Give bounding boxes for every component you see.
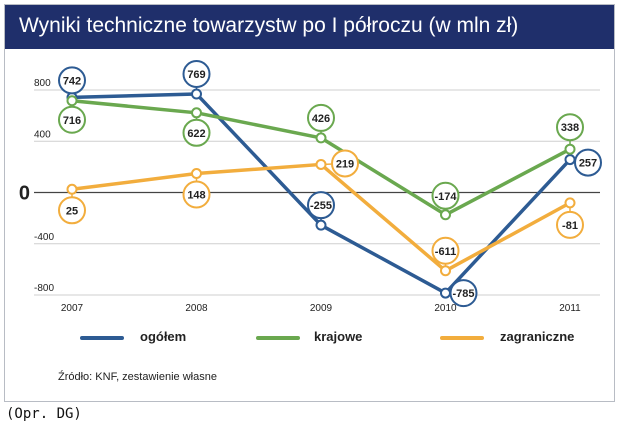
data-bubble-2-4 (556, 210, 584, 239)
data-point-1-2 (315, 132, 327, 144)
data-point-1-1 (191, 107, 202, 119)
data-point-2-1 (191, 168, 202, 180)
data-label-1-1: 622 (187, 128, 205, 140)
data-label-1-3: -174 (434, 191, 457, 203)
data-point-0-2 (315, 219, 327, 231)
data-point-0-4 (564, 154, 576, 166)
data-bubble-2-3 (431, 236, 460, 265)
legend-swatch-zagraniczne (440, 336, 484, 340)
data-bubble-0-0 (58, 66, 86, 95)
author-credit: (Opr. DG) (6, 406, 82, 422)
legend-label-ogolem: ogółem (140, 329, 187, 344)
chart-frame: Wyniki techniczne towarzystw po I półroc… (4, 4, 615, 402)
data-label-0-3: -785 (452, 288, 474, 300)
data-label-2-2: 219 (336, 158, 354, 170)
y-tick-label-2: 0 (19, 183, 30, 205)
data-bubble-1-4 (556, 113, 584, 142)
x-tick-label-2: 2009 (310, 303, 333, 314)
data-label-2-1: 148 (187, 190, 205, 202)
chart-title: Wyniki techniczne towarzystw po I półroc… (19, 14, 519, 37)
data-bubble-0-3 (449, 279, 478, 308)
legend-label-krajowe: krajowe (314, 329, 363, 344)
data-bubble-0-2 (307, 191, 335, 220)
x-tick-label-3: 2010 (434, 303, 457, 314)
data-bubble-1-1 (182, 118, 211, 147)
data-label-2-0: 25 (66, 205, 78, 217)
x-tick-label-1: 2008 (185, 303, 208, 314)
data-bubble-1-0 (58, 105, 86, 134)
data-point-2-4 (564, 197, 576, 209)
y-tick-label-1: 400 (34, 129, 51, 140)
data-label-0-2: -255 (310, 200, 332, 212)
data-point-2-2 (315, 158, 327, 170)
legend-label-zagraniczne: zagraniczne (500, 329, 575, 344)
data-point-2-0 (66, 183, 78, 195)
legend-swatch-ogolem (80, 336, 124, 340)
data-point-1-0 (66, 95, 78, 107)
data-bubble-1-3 (431, 181, 460, 210)
x-tick-label-4: 2011 (559, 303, 581, 314)
data-label-2-3: -611 (435, 246, 456, 258)
legend-swatch-krajowe (256, 336, 300, 340)
data-label-1-0: 716 (63, 115, 81, 127)
source-note: Źródło: KNF, zestawienie własne (58, 371, 217, 383)
data-label-0-0: 742 (63, 75, 81, 87)
y-tick-label-3: -400 (34, 232, 54, 243)
data-label-0-1: 769 (187, 69, 205, 81)
data-label-2-4: -81 (562, 220, 578, 232)
data-label-1-2: 426 (312, 113, 330, 125)
data-bubble-1-2 (307, 103, 335, 132)
data-point-2-3 (440, 265, 451, 277)
data-label-0-4: 257 (579, 158, 597, 170)
data-bubble-2-0 (58, 196, 86, 225)
data-point-1-4 (564, 143, 576, 155)
data-bubble-2-1 (182, 180, 211, 209)
x-tick-label-0: 2007 (61, 303, 84, 314)
data-point-0-3 (440, 287, 451, 299)
data-bubble-0-4 (574, 148, 602, 177)
data-bubble-2-2 (331, 149, 359, 178)
title-bar: Wyniki techniczne towarzystw po I półroc… (5, 5, 614, 49)
data-point-0-1 (191, 88, 202, 100)
data-label-1-4: 338 (561, 122, 579, 134)
data-bubble-0-1 (182, 59, 211, 88)
y-tick-label-4: -800 (34, 283, 54, 294)
data-point-1-3 (440, 209, 451, 221)
y-tick-label-0: 800 (34, 78, 51, 89)
